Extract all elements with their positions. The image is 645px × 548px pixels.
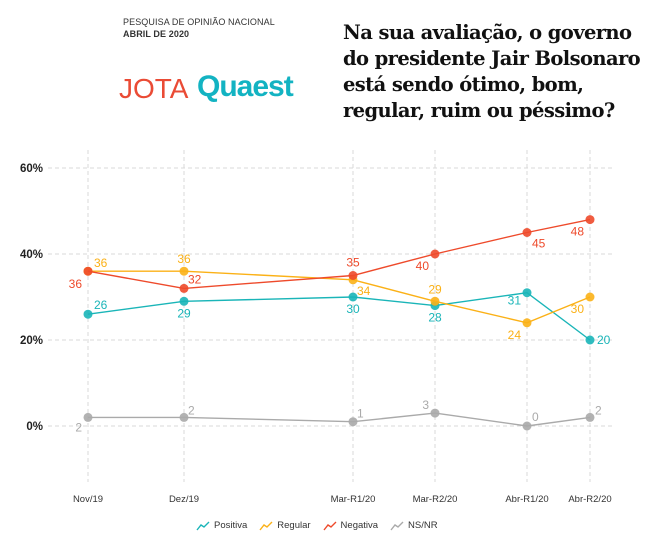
data-label-regular: 34: [357, 284, 371, 298]
data-label-regular: 29: [428, 282, 442, 296]
data-point-nsnr: [430, 408, 440, 418]
series-line-positiva: [87, 291, 591, 341]
data-point-negativa: [179, 283, 189, 293]
y-tick-label: 20%: [20, 335, 43, 347]
x-tick-label: Abr-R1/20: [505, 494, 548, 505]
trend-line-icon: [259, 521, 273, 530]
data-label-negativa: 32: [188, 272, 202, 286]
x-tick-label: Mar-R2/20: [413, 494, 458, 505]
trend-line-icon: [390, 521, 404, 530]
series-line-negativa: [87, 218, 591, 290]
data-label-positiva: 28: [428, 311, 442, 325]
data-label-negativa: 48: [571, 225, 585, 239]
survey-kicker: PESQUISA DE OPINIÃO NACIONAL ABRIL DE 20…: [123, 16, 275, 40]
kicker-line-1: PESQUISA DE OPINIÃO NACIONAL: [123, 17, 275, 27]
data-label-positiva: 26: [94, 298, 108, 312]
data-label-regular: 30: [571, 302, 585, 316]
data-point-positiva: [348, 292, 358, 302]
trend-line-icon: [323, 521, 337, 530]
data-point-negativa: [430, 249, 440, 259]
data-label-positiva: 20: [597, 333, 611, 347]
kicker-line-2: ABRIL DE 2020: [123, 29, 190, 39]
data-label-negativa: 36: [69, 277, 83, 291]
data-label-regular: 36: [94, 256, 108, 270]
data-point-nsnr: [83, 412, 93, 422]
y-tick-label: 40%: [20, 249, 43, 261]
legend-item-positiva[interactable]: Positiva: [196, 520, 247, 531]
chart-legend: Positiva Regular Negativa NS/NR: [196, 520, 438, 531]
x-tick-label: Abr-R2/20: [568, 494, 611, 505]
data-point-regular: [430, 296, 440, 306]
legend-item-negativa[interactable]: Negativa: [323, 520, 379, 531]
legend-label: Negativa: [340, 520, 379, 531]
legend-item-nsnr[interactable]: NS/NR: [390, 520, 438, 531]
jota-logo: JOTA: [119, 73, 189, 104]
data-point-positiva: [83, 309, 93, 319]
x-tick-label: Dez/19: [169, 494, 199, 505]
data-point-negativa: [522, 228, 532, 237]
data-label-positiva: 29: [177, 306, 191, 320]
data-point-negativa: [83, 266, 93, 276]
data-label-positiva: 30: [346, 302, 360, 316]
series-line-nsnr: [88, 412, 591, 427]
data-point-regular: [179, 266, 189, 276]
legend-label: NS/NR: [408, 520, 438, 531]
data-point-positiva: [522, 288, 532, 298]
data-label-regular: 24: [508, 328, 522, 342]
legend-label: Positiva: [214, 520, 248, 531]
quaest-logo: Quaest: [197, 70, 294, 103]
data-label-nsnr: 2: [188, 403, 195, 417]
x-tick-label: Nov/19: [73, 494, 103, 505]
y-tick-label: 0%: [26, 421, 43, 433]
x-tick-label: Mar-R1/20: [331, 494, 376, 505]
data-point-nsnr: [522, 421, 532, 431]
data-label-nsnr: 2: [75, 420, 82, 434]
data-label-regular: 36: [177, 252, 191, 266]
data-point-nsnr: [179, 412, 189, 422]
data-label-nsnr: 1: [357, 407, 364, 421]
data-label-negativa: 40: [416, 259, 430, 273]
y-tick-label: 60%: [20, 163, 43, 175]
data-point-regular: [585, 292, 595, 302]
data-label-positiva: 31: [508, 294, 522, 308]
data-point-positiva: [585, 335, 595, 345]
data-label-negativa: 45: [532, 237, 546, 251]
chart-title: Na sua avaliação, o governo do president…: [343, 21, 641, 122]
data-point-negativa: [348, 271, 358, 280]
data-label-negativa: 35: [346, 256, 360, 270]
series-line-regular: [88, 270, 591, 324]
data-point-nsnr: [348, 417, 358, 427]
data-label-nsnr: 2: [595, 403, 602, 417]
data-label-nsnr: 0: [532, 410, 539, 424]
trend-line-icon: [196, 521, 210, 530]
data-label-nsnr: 3: [422, 398, 429, 412]
legend-item-regular[interactable]: Regular: [259, 520, 311, 531]
data-point-regular: [522, 318, 532, 328]
legend-label: Regular: [277, 520, 311, 531]
data-point-positiva: [179, 296, 189, 306]
data-point-nsnr: [585, 412, 595, 422]
data-point-negativa: [585, 215, 595, 225]
